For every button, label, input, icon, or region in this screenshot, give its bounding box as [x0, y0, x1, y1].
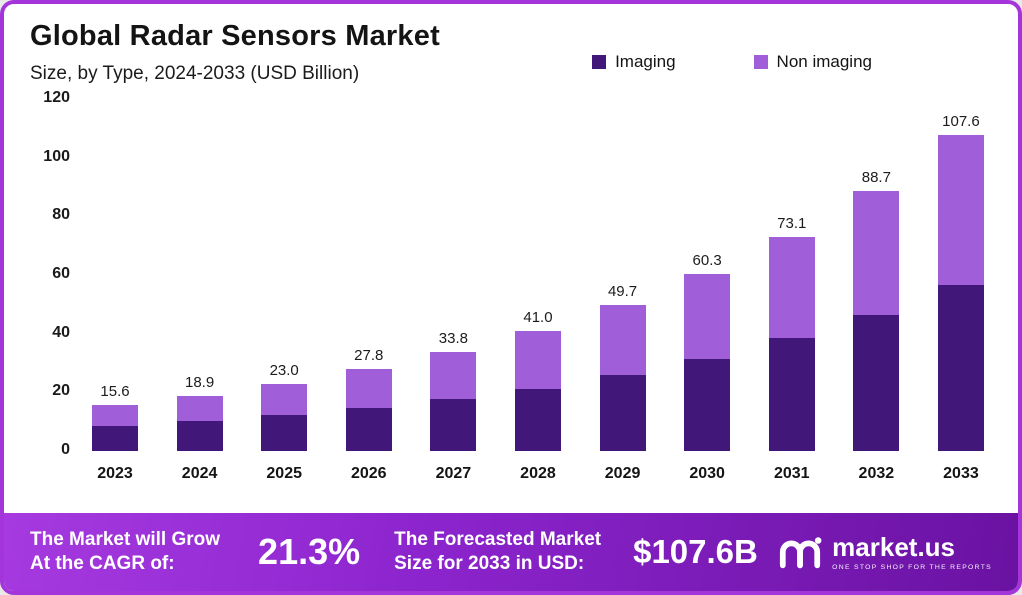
brand-name: market.us: [832, 531, 956, 562]
x-axis-label: 2032: [858, 465, 895, 482]
chart-legend: Imaging Non imaging: [592, 52, 872, 72]
x-axis-label: 2024: [181, 465, 218, 482]
forecast-label: The Forecasted Market Size for 2033 in U…: [394, 528, 601, 576]
bar-total-label: 15.6: [100, 383, 130, 401]
segment-non-imaging: [261, 383, 308, 416]
segment-imaging: [599, 375, 646, 451]
bar-group: 60.3 2030: [684, 99, 731, 482]
bar-group: 23.0 2025: [261, 99, 308, 482]
x-axis-label: 2025: [266, 465, 302, 482]
bar-total-label: 27.8: [354, 347, 384, 365]
cagr-label: The Market will Grow At the CAGR of:: [30, 528, 220, 576]
bar-total-label: 60.3: [692, 252, 722, 270]
segment-imaging: [261, 415, 308, 451]
legend-item-imaging: Imaging: [592, 52, 676, 72]
segment-non-imaging: [684, 274, 731, 359]
y-axis-tick-label: 20: [52, 382, 70, 400]
y-axis-tick-label: 100: [43, 147, 70, 165]
marketus-logo-icon: [780, 537, 822, 569]
segment-non-imaging: [430, 351, 477, 399]
bar-total-label: 33.8: [438, 329, 468, 347]
segment-non-imaging: [345, 369, 392, 409]
legend-item-non-imaging: Non imaging: [753, 52, 872, 72]
y-axis-tick-label: 60: [52, 265, 70, 282]
bar-group: 27.8 2026: [345, 99, 392, 482]
footer-banner: The Market will Grow At the CAGR of: 21.…: [4, 513, 1018, 591]
cagr-label-line2: At the CAGR of:: [30, 553, 175, 574]
segment-non-imaging: [853, 190, 900, 315]
segment-non-imaging: [599, 305, 646, 376]
bar-group: 18.9 2024: [176, 99, 223, 482]
bar-total-label: 41.0: [523, 308, 553, 326]
forecast-label-line1: The Forecasted Market: [394, 529, 602, 551]
x-axis-label: 2031: [773, 465, 810, 482]
legend-label: Imaging: [615, 52, 676, 71]
chart-section: Global Radar Sensors Market Size, by Typ…: [4, 4, 1018, 513]
y-axis: 0 20 40 60 80 100 120: [30, 89, 78, 458]
segment-imaging: [853, 314, 900, 451]
bar-group: 41.0 2028: [514, 99, 561, 482]
segment-imaging: [176, 421, 223, 451]
legend-swatch-non-imaging: [753, 55, 768, 69]
segment-imaging: [684, 358, 731, 451]
bar-group: 33.8 2027: [430, 99, 477, 482]
segment-non-imaging: [937, 135, 984, 285]
bar-total-label: 107.6: [942, 113, 980, 131]
forecast-label-line2: Size for 2033 in USD:: [394, 553, 585, 574]
bar-total-label: 49.7: [607, 283, 638, 301]
y-axis-tick-label: 80: [52, 206, 70, 224]
brand-text: market.us ONE STOP SHOP FOR THE REPORTS: [832, 534, 992, 571]
x-axis-label: 2029: [604, 465, 641, 482]
cagr-value: 21.3%: [258, 531, 361, 572]
x-axis-label: 2026: [350, 465, 387, 482]
bar-group: 107.6 2033: [937, 99, 984, 482]
segment-imaging: [345, 408, 392, 451]
x-axis-label: 2030: [689, 465, 725, 482]
page-title: Global Radar Sensors Market: [30, 20, 440, 52]
segment-non-imaging: [176, 395, 223, 422]
bar-total-label: 73.1: [777, 214, 807, 232]
x-axis-label: 2027: [435, 465, 472, 482]
bar-total-label: 23.0: [269, 361, 299, 379]
y-axis-tick-label: 40: [52, 323, 70, 341]
forecast-value: $107.6B: [633, 533, 758, 570]
y-axis-tick-label: 120: [43, 89, 70, 106]
bar-group: 88.7 2032: [853, 99, 900, 482]
segment-non-imaging: [92, 405, 138, 426]
cagr-label-line1: The Market will Grow: [30, 529, 221, 551]
bar-group: 15.6 2023: [92, 99, 138, 482]
bars: 15.6 2023 18.9 2024 23.0 2025 27.8 2026 33.8 2027…: [78, 99, 992, 482]
x-axis-label: 2033: [943, 465, 979, 482]
bar-total-label: 88.7: [861, 168, 891, 186]
x-axis-label: 2023: [97, 465, 133, 482]
segment-imaging: [768, 338, 815, 451]
segment-non-imaging: [768, 236, 815, 339]
plot-area: 0 20 40 60 80 100 120 15.6 2023 18.9 2024 23.0 2025…: [30, 89, 992, 482]
page-subtitle: Size, by Type, 2024-2033 (USD Billion): [30, 63, 360, 84]
segment-imaging: [937, 284, 984, 451]
legend-label: Non imaging: [776, 52, 872, 71]
segment-imaging: [430, 398, 477, 451]
segment-imaging: [92, 425, 138, 451]
bar-group: 49.7 2029: [599, 99, 646, 482]
brand-block: market.us ONE STOP SHOP FOR THE REPORTS: [778, 534, 992, 571]
chart-header: Global Radar Sensors Market Size, by Typ…: [30, 20, 992, 85]
bar-total-label: 18.9: [184, 373, 215, 391]
y-axis-tick-label: 0: [61, 441, 70, 458]
brand-tagline: ONE STOP SHOP FOR THE REPORTS: [832, 563, 992, 571]
legend-swatch-imaging: [592, 55, 607, 69]
title-block: Global Radar Sensors Market Size, by Typ…: [30, 20, 440, 85]
bar-group: 73.1 2031: [768, 99, 815, 482]
segment-imaging: [514, 388, 561, 451]
x-axis-label: 2028: [520, 465, 556, 482]
segment-non-imaging: [514, 330, 561, 389]
